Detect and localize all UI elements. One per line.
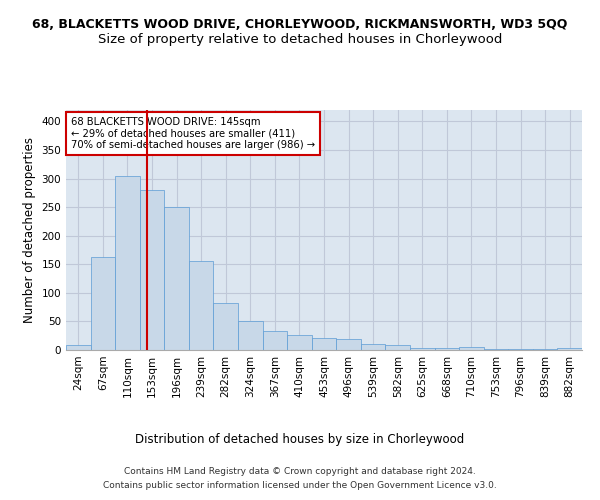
Bar (189, 262, 214, 350)
Bar (312, 338, 336, 350)
Bar (91, 257, 115, 350)
Bar (508, 349, 533, 350)
Bar (533, 349, 557, 350)
Bar (459, 347, 484, 350)
Text: Contains HM Land Registry data © Crown copyright and database right 2024.: Contains HM Land Registry data © Crown c… (124, 468, 476, 476)
Text: 68 BLACKETTS WOOD DRIVE: 145sqm
← 29% of detached houses are smaller (411)
70% o: 68 BLACKETTS WOOD DRIVE: 145sqm ← 29% of… (71, 117, 315, 150)
Bar (361, 344, 385, 350)
Bar (557, 348, 582, 350)
Bar (263, 331, 287, 350)
Bar (164, 206, 189, 350)
Y-axis label: Number of detached properties: Number of detached properties (23, 137, 36, 323)
Text: Distribution of detached houses by size in Chorleywood: Distribution of detached houses by size … (136, 432, 464, 446)
Bar (410, 348, 434, 350)
Text: 68, BLACKETTS WOOD DRIVE, CHORLEYWOOD, RICKMANSWORTH, WD3 5QQ: 68, BLACKETTS WOOD DRIVE, CHORLEYWOOD, R… (32, 18, 568, 30)
Bar (385, 346, 410, 350)
Bar (140, 190, 164, 350)
Bar (434, 348, 459, 350)
Bar (287, 335, 312, 350)
Bar (66, 346, 91, 350)
Bar (214, 302, 238, 350)
Bar (238, 322, 263, 350)
Text: Contains public sector information licensed under the Open Government Licence v3: Contains public sector information licen… (103, 481, 497, 490)
Bar (336, 338, 361, 350)
Bar (484, 349, 508, 350)
Bar (115, 176, 140, 350)
Text: Size of property relative to detached houses in Chorleywood: Size of property relative to detached ho… (98, 32, 502, 46)
